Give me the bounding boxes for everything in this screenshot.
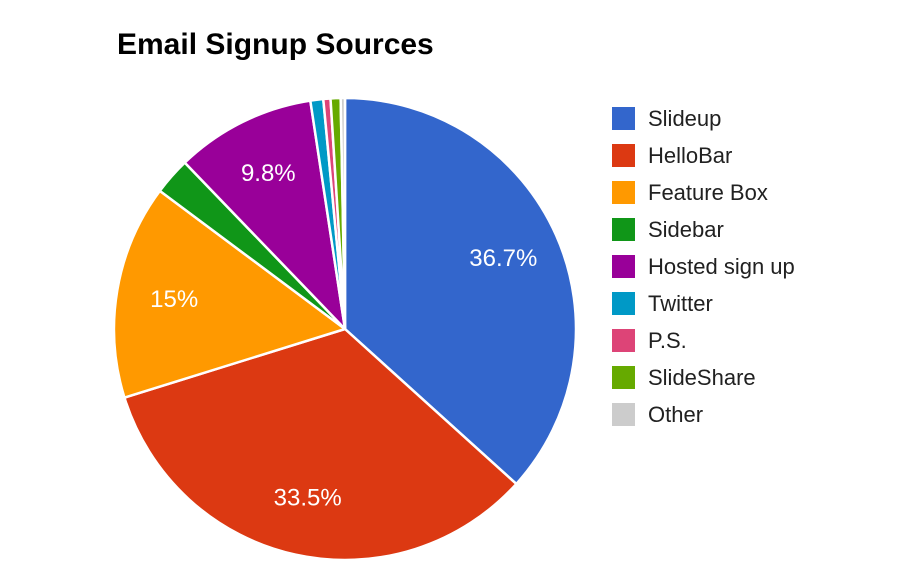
- pie-slice-feature-box[interactable]: [112, 189, 347, 399]
- legend-item-hellobar: HelloBar: [612, 137, 795, 174]
- legend-swatch-slideup: [612, 107, 635, 130]
- pie-slice-label: 9.8%: [241, 160, 296, 187]
- pie-chart: 36.7% 33.5% 15% 9.8%: [112, 96, 578, 562]
- pie-slice-slideup[interactable]: [343, 96, 578, 486]
- legend-swatch-sidebar: [612, 218, 635, 241]
- legend-item-twitter: Twitter: [612, 285, 795, 322]
- legend-item-ps: P.S.: [612, 322, 795, 359]
- legend-item-slideup: Slideup: [612, 100, 795, 137]
- legend-label-slideshare: SlideShare: [648, 364, 756, 390]
- legend-item-other: Other: [612, 396, 795, 433]
- legend-label-twitter: Twitter: [648, 290, 713, 316]
- legend-swatch-hellobar: [612, 144, 635, 167]
- legend-item-slideshare: SlideShare: [612, 359, 795, 396]
- pie-slice-label: 15%: [150, 286, 198, 313]
- legend-label-ps: P.S.: [648, 327, 687, 353]
- legend-label-sidebar: Sidebar: [648, 216, 724, 242]
- legend-swatch-ps: [612, 329, 635, 352]
- legend-swatch-other: [612, 403, 635, 426]
- legend-swatch-feature-box: [612, 181, 635, 204]
- chart-title: Email Signup Sources: [117, 28, 434, 61]
- legend-swatch-twitter: [612, 292, 635, 315]
- pie-slice-label: 33.5%: [274, 485, 342, 512]
- legend-item-sidebar: Sidebar: [612, 211, 795, 248]
- legend-item-feature-box: Feature Box: [612, 174, 795, 211]
- legend-label-hosted-sign-up: Hosted sign up: [648, 253, 795, 279]
- legend-swatch-slideshare: [612, 366, 635, 389]
- legend-label-slideup: Slideup: [648, 105, 722, 131]
- pie-slice-hosted-sign-up[interactable]: [183, 99, 347, 331]
- legend-label-hellobar: HelloBar: [648, 142, 733, 168]
- pie-slice-hellobar[interactable]: [123, 327, 518, 562]
- legend: Slideup HelloBar Feature Box Sidebar Hos…: [612, 100, 795, 433]
- legend-item-hosted-sign-up: Hosted sign up: [612, 248, 795, 285]
- pie-slice-label: 36.7%: [469, 245, 537, 272]
- legend-label-feature-box: Feature Box: [648, 179, 768, 205]
- legend-swatch-hosted-sign-up: [612, 255, 635, 278]
- pie-slice-other[interactable]: [339, 96, 347, 331]
- legend-label-other: Other: [648, 401, 704, 427]
